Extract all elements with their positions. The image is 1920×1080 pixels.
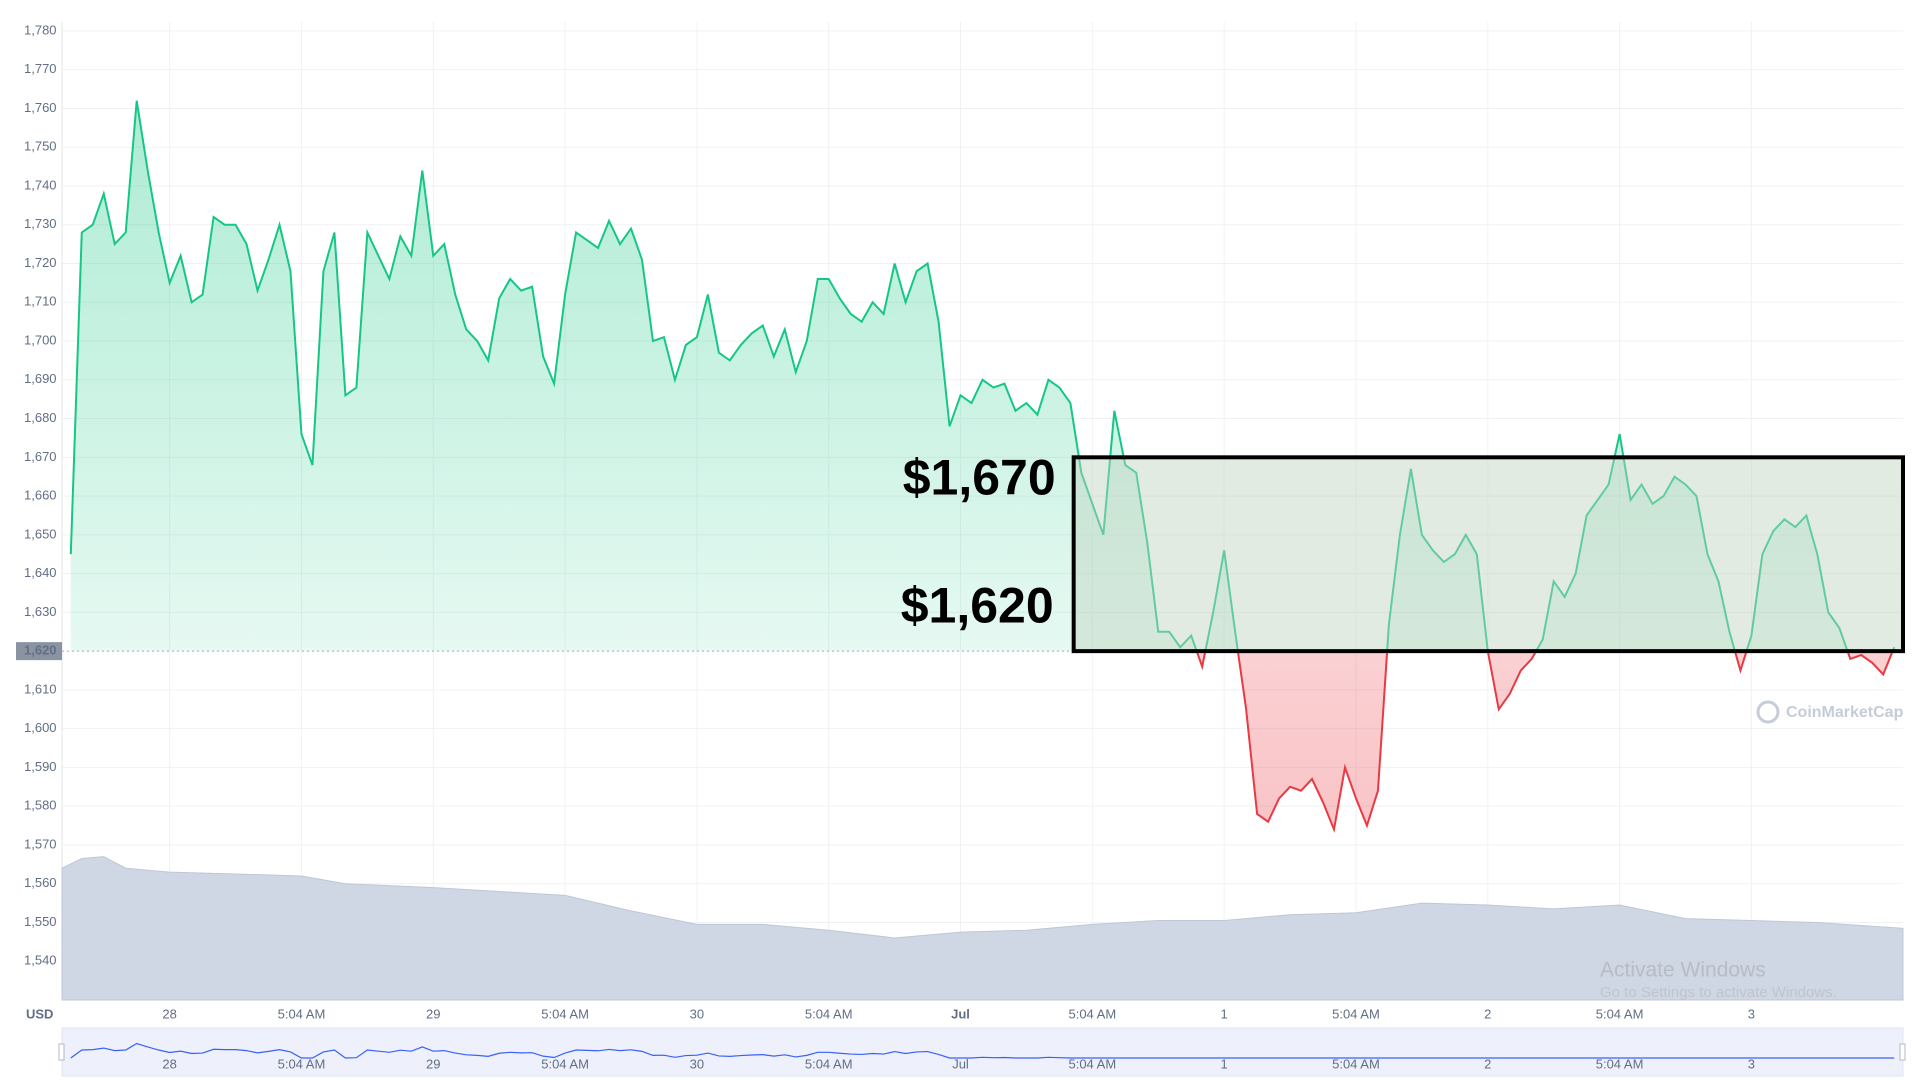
x-tick-label: 5:04 AM xyxy=(1068,1006,1116,1021)
x-tick-label: 28 xyxy=(162,1006,176,1021)
annotation-box xyxy=(1071,455,1905,654)
annotation-label: $1,670 xyxy=(903,450,1056,506)
y-tick-label: 1,590 xyxy=(24,759,57,774)
watermark: Go to Settings to activate Windows. xyxy=(1600,984,1837,1001)
navigator-tick-label: 5:04 AM xyxy=(1596,1056,1644,1071)
navigator-tick-label: 5:04 AM xyxy=(1068,1056,1116,1071)
navigator-tick-label: 28 xyxy=(162,1056,176,1071)
navigator-tick-label: 3 xyxy=(1748,1056,1755,1071)
y-tick-label: 1,600 xyxy=(24,720,57,735)
x-tick-label: 1 xyxy=(1221,1006,1228,1021)
baseline-tag xyxy=(16,642,62,661)
y-tick-label: 1,670 xyxy=(24,449,57,464)
navigator-tick-label: 5:04 AM xyxy=(541,1056,589,1071)
x-tick-label: Jul xyxy=(951,1006,970,1021)
x-tick-label: 29 xyxy=(426,1006,440,1021)
volume-area xyxy=(61,856,1904,1001)
navigator-tick-label: 29 xyxy=(426,1056,440,1071)
annotation-label: $1,620 xyxy=(901,577,1054,633)
y-tick-label: 1,580 xyxy=(24,798,57,813)
x-tick-label: 5:04 AM xyxy=(1332,1006,1380,1021)
y-tick-label: 1,710 xyxy=(24,294,57,309)
navigator-handle xyxy=(1899,1043,1906,1061)
y-tick-label: 1,760 xyxy=(24,100,57,115)
y-tick-label: 1,630 xyxy=(24,604,57,619)
navigator-tick-label: 30 xyxy=(690,1056,704,1071)
y-tick-label: 1,780 xyxy=(24,22,57,37)
y-tick-label: 1,770 xyxy=(24,61,57,76)
navigator-tick-label: 5:04 AM xyxy=(1332,1056,1380,1071)
x-tick-label: 30 xyxy=(690,1006,704,1021)
x-tick-label: 2 xyxy=(1484,1006,1491,1021)
y-tick-label: 1,610 xyxy=(24,681,57,696)
navigator-tick-label: 5:04 AM xyxy=(805,1056,853,1071)
y-tick-label: 1,550 xyxy=(24,914,57,929)
y-tick-label: 1,750 xyxy=(24,139,57,154)
watermark: CoinMarketCap xyxy=(1786,704,1904,721)
x-tick-label: 3 xyxy=(1748,1006,1755,1021)
navigator-line xyxy=(70,1042,1895,1059)
baseline-label: 1,620 xyxy=(24,643,57,658)
navigator-handle xyxy=(58,1043,65,1061)
navigator-tick-label: Jul xyxy=(952,1056,969,1071)
y-tick-label: 1,570 xyxy=(24,836,57,851)
x-tick-label: 5:04 AM xyxy=(805,1006,853,1021)
x-tick-label: 5:04 AM xyxy=(541,1006,589,1021)
navigator[interactable] xyxy=(61,1027,1904,1077)
y-tick-label: 1,660 xyxy=(24,488,57,503)
y-tick-label: 1,650 xyxy=(24,526,57,541)
unit-label: USD xyxy=(26,1006,53,1021)
y-tick-label: 1,700 xyxy=(24,332,57,347)
y-tick-label: 1,680 xyxy=(24,410,57,425)
x-tick-label: 5:04 AM xyxy=(278,1006,326,1021)
y-tick-label: 1,730 xyxy=(24,216,57,231)
y-tick-label: 1,690 xyxy=(24,371,57,386)
navigator-tick-label: 2 xyxy=(1484,1056,1491,1071)
navigator-tick-label: 1 xyxy=(1221,1056,1228,1071)
logo-icon xyxy=(1756,700,1780,724)
watermark: Activate Windows xyxy=(1600,959,1766,982)
y-tick-label: 1,640 xyxy=(24,565,57,580)
y-tick-label: 1,540 xyxy=(24,953,57,968)
navigator-tick-label: 5:04 AM xyxy=(278,1056,326,1071)
x-tick-label: 5:04 AM xyxy=(1596,1006,1644,1021)
y-tick-label: 1,740 xyxy=(24,177,57,192)
price-line-up xyxy=(69,100,1896,652)
y-tick-label: 1,560 xyxy=(24,875,57,890)
y-tick-label: 1,720 xyxy=(24,255,57,270)
area-up xyxy=(70,100,1895,652)
